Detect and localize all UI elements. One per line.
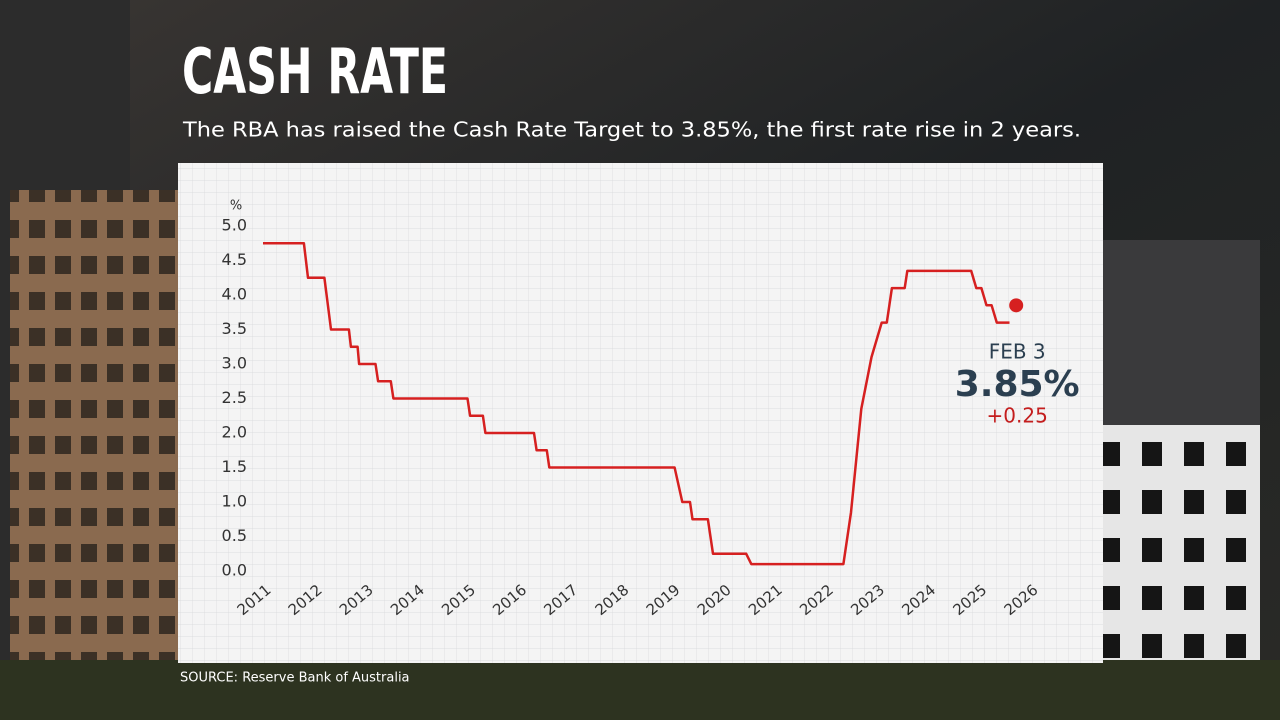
y-tick-label: 0.0 — [222, 561, 247, 580]
highlight-value: 3.85% — [955, 364, 1080, 405]
highlight-date: FEB 3 — [989, 340, 1046, 364]
y-axis-label: % — [230, 199, 242, 214]
building — [1100, 240, 1260, 430]
building-windows — [10, 190, 180, 660]
source: SOURCE: Reserve Bank of Australia — [180, 671, 410, 686]
highlight-dot — [1009, 298, 1024, 313]
y-tick-label: 1.0 — [222, 492, 247, 511]
y-tick-label: 0.5 — [222, 526, 247, 545]
y-tick-label: 2.0 — [222, 423, 247, 442]
y-tick-label: 4.5 — [222, 250, 247, 269]
chart-subtitle: The RBA has raised the Cash Rate Target … — [182, 118, 1081, 142]
chart-title: CASH RATE — [182, 35, 448, 108]
y-tick-label: 4.0 — [222, 285, 247, 304]
y-tick-label: 5.0 — [222, 216, 247, 235]
trees — [0, 660, 1280, 720]
y-tick-label: 3.5 — [222, 319, 247, 338]
y-tick-label: 3.0 — [222, 354, 247, 373]
y-tick-label: 1.5 — [222, 457, 247, 476]
paper-grid — [178, 163, 1103, 663]
y-tick-label: 2.5 — [222, 388, 247, 407]
highlight-change: +0.25 — [987, 404, 1048, 428]
rate-line — [263, 242, 1010, 566]
